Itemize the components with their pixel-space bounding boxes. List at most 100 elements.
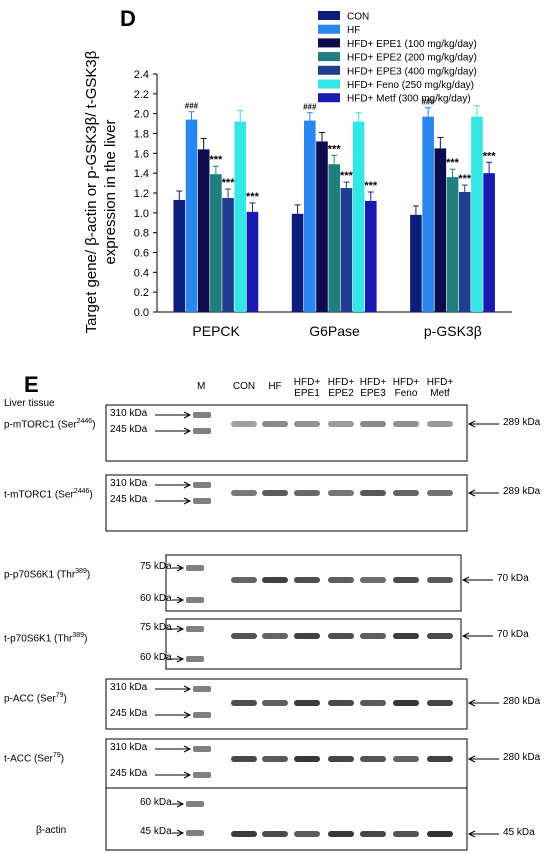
y-tick-label: 0.2 <box>134 287 149 299</box>
target-arrowhead <box>461 576 470 584</box>
protein-band <box>231 577 257 583</box>
bar <box>197 149 210 312</box>
bar <box>365 200 377 312</box>
legend-swatch <box>318 93 340 103</box>
blot-label: p-ACC (Ser79) <box>4 692 67 705</box>
lane-header: HF <box>268 381 282 392</box>
marker-kda-label: 310 kDa <box>110 478 148 489</box>
target-arrowhead <box>467 699 476 707</box>
protein-band <box>427 756 453 762</box>
significance-mark: *** <box>458 173 472 185</box>
target-kda-label: 289 kDa <box>503 486 541 497</box>
bar <box>173 199 186 312</box>
y-tick-label: 2.0 <box>134 109 149 121</box>
marker-kda-label: 60 kDa <box>140 652 172 663</box>
y-tick-label: 0.8 <box>134 228 149 240</box>
protein-band <box>262 490 288 496</box>
marker-arrowhead <box>176 596 185 604</box>
significance-mark: ### <box>185 102 199 111</box>
bar <box>304 120 316 312</box>
significance-mark: *** <box>340 170 354 182</box>
protein-band <box>262 700 288 706</box>
protein-band <box>328 700 354 706</box>
target-kda-label: 45 kDa <box>503 827 535 838</box>
y-tick-label: 1.2 <box>134 188 149 200</box>
marker-arrowhead <box>183 411 192 419</box>
marker-lane-label: M <box>197 381 206 392</box>
protein-band <box>294 756 320 762</box>
protein-band <box>393 831 419 837</box>
marker-band <box>193 498 211 504</box>
protein-band <box>262 633 288 639</box>
protein-band <box>328 490 354 496</box>
bar <box>483 173 495 312</box>
y-tick-label: 1.6 <box>134 148 149 160</box>
marker-band <box>186 830 204 836</box>
bar <box>410 214 422 312</box>
legend-entry: HFD+ EPE2 (200 mg/kg/day) <box>347 53 477 64</box>
y-tick-label: 1.4 <box>134 168 149 180</box>
marker-band <box>193 712 211 718</box>
protein-band <box>360 756 386 762</box>
legend-swatch <box>318 38 340 48</box>
target-kda-label: 289 kDa <box>503 417 541 428</box>
legend-entry: CON <box>347 12 369 23</box>
marker-band <box>186 626 204 632</box>
target-arrowhead <box>461 632 470 640</box>
marker-arrowhead <box>183 427 192 435</box>
target-kda-label: 70 kDa <box>497 629 529 640</box>
blot-box <box>165 618 462 670</box>
lane-header: CON <box>232 381 256 392</box>
protein-band <box>427 577 453 583</box>
marker-band <box>193 746 211 752</box>
protein-band <box>328 577 354 583</box>
marker-kda-label: 245 kDa <box>110 494 148 505</box>
protein-band <box>262 756 288 762</box>
marker-kda-label: 60 kDa <box>140 797 172 808</box>
blot-box <box>105 738 468 790</box>
marker-band <box>193 482 211 488</box>
marker-band <box>186 801 204 807</box>
protein-band <box>393 490 419 496</box>
protein-band <box>231 490 257 496</box>
blot-label: t-mTORC1 (Ser2446) <box>4 488 93 501</box>
protein-band <box>231 756 257 762</box>
protein-band <box>360 831 386 837</box>
category-label: p-GSK3β <box>424 323 482 339</box>
bar <box>458 192 471 312</box>
panel-d-letter: D <box>120 6 136 31</box>
protein-band <box>294 577 320 583</box>
lane-header: HFD+ EPE1 <box>293 377 321 399</box>
protein-band <box>328 756 354 762</box>
protein-band <box>294 700 320 706</box>
protein-band <box>393 700 419 706</box>
protein-band <box>360 490 386 496</box>
marker-kda-label: 75 kDa <box>140 622 172 633</box>
blot-box <box>105 787 468 851</box>
protein-band <box>427 633 453 639</box>
protein-band <box>360 633 386 639</box>
marker-arrowhead <box>183 497 192 505</box>
bar-chart: 0.0 0.2 0.4 0.6 0.8 1.0 1.2 1.4 1.6 1.8 2.0 2.2 2.4 T… <box>83 11 512 339</box>
protein-band <box>231 831 257 837</box>
protein-band <box>294 633 320 639</box>
marker-kda-label: 310 kDa <box>110 408 148 419</box>
significance-mark: *** <box>328 143 342 155</box>
legend-entry: HF <box>347 25 360 36</box>
lane-header: HFD+ Metf <box>426 377 454 399</box>
marker-band <box>186 656 204 662</box>
y-tick-label: 0.6 <box>134 248 149 260</box>
marker-arrowhead <box>183 711 192 719</box>
y-axis-label: expression in the liver <box>102 119 119 264</box>
protein-band <box>427 421 453 427</box>
blot-label: p-mTORC1 (Ser2446) <box>4 418 96 431</box>
marker-kda-label: 245 kDa <box>110 708 148 719</box>
blot-label: t-p70S6K1 (Thr389) <box>4 632 88 645</box>
protein-band <box>262 577 288 583</box>
bar <box>328 164 340 312</box>
legend-entry: HFD+ Feno (250 mg/kg/day) <box>347 80 474 91</box>
marker-kda-label: 310 kDa <box>110 682 148 693</box>
protein-band <box>328 421 354 427</box>
target-kda-label: 280 kDa <box>503 696 541 707</box>
protein-band <box>393 421 419 427</box>
